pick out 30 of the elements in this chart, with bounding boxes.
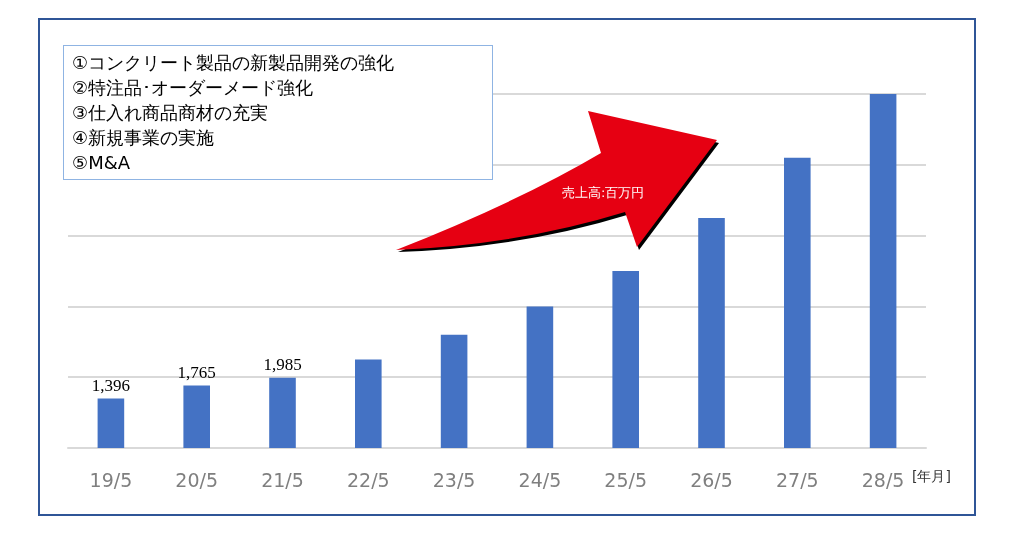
annotation: ⑤M&A: [72, 151, 132, 175]
annotation: ③仕入れ商品商材の充実: [72, 101, 270, 125]
bar: [526, 306, 554, 448]
text: ①コンクリート製品の新製品開発の強化: [72, 52, 395, 73]
bar: [784, 157, 811, 448]
x-tick-label: 22/5: [346, 468, 390, 491]
x-tick-label: 25/5: [604, 468, 648, 491]
annotation: ②特注品･オーダーメード強化: [72, 76, 315, 100]
bar: [612, 271, 639, 448]
x-tick-label: 24/5: [518, 468, 562, 491]
bar: [440, 334, 468, 448]
x-tick-label: 19/5: [89, 468, 133, 491]
bar: [269, 377, 296, 448]
annotation: ④新規事業の実施: [72, 126, 216, 150]
x-tick-label: 21/5: [261, 468, 304, 491]
bar: [698, 217, 725, 448]
bar: [183, 385, 210, 448]
x-tick-label: 23/5: [432, 468, 476, 491]
data-label: 1,985: [263, 354, 302, 374]
x-tick-label: 27/5: [775, 468, 819, 491]
data-label: 1,765: [177, 362, 216, 382]
y-axis-title: 売上高:百万円: [562, 184, 645, 202]
x-axis-title: [年月]: [912, 468, 951, 486]
x-tick-label: 26/5: [690, 468, 733, 491]
bar: [97, 398, 125, 448]
x-tick-label: 28/5: [861, 468, 905, 491]
bar: [355, 359, 382, 448]
x-tick-label: 20/5: [175, 468, 219, 491]
data-label: 1,396: [91, 375, 131, 395]
bar: [869, 94, 897, 448]
